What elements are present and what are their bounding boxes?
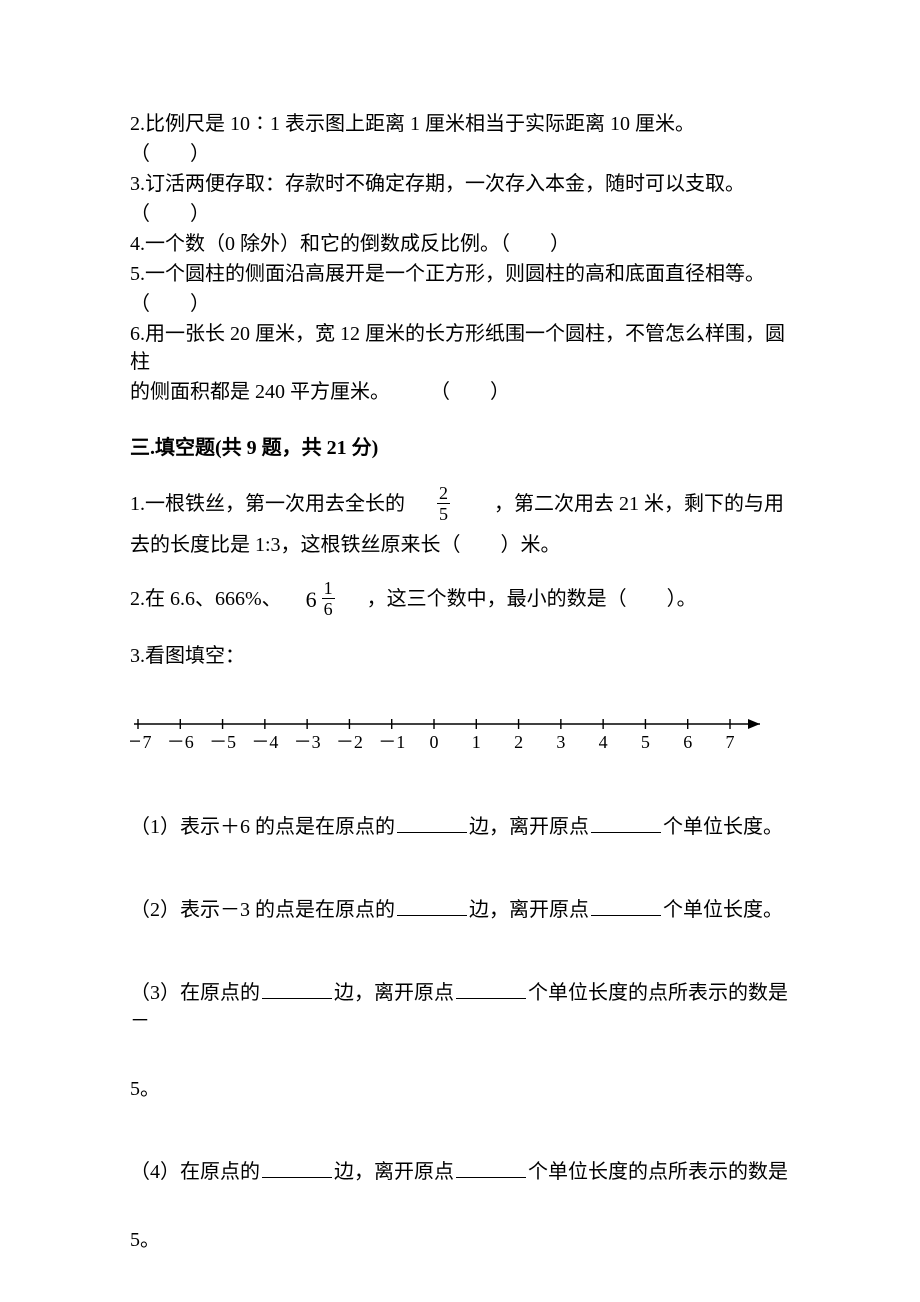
tf-q5: 5.一个圆柱的侧面沿高展开是一个正方形，则圆柱的高和底面直径相等。 xyxy=(130,260,800,288)
tf-q5-paren: （ ） xyxy=(130,290,800,318)
blank-field[interactable] xyxy=(591,812,661,833)
blank-field[interactable] xyxy=(591,895,661,916)
blank-field[interactable] xyxy=(262,978,332,999)
fill-q1-part-c: 去的长度比是 1:3，这根铁丝原来长（ ）米。 xyxy=(130,531,800,559)
page: 2.比例尺是 10∶1 表示图上距离 1 厘米相当于实际距离 10 厘米。 （ … xyxy=(0,0,920,1302)
svg-text:－5: －5 xyxy=(209,732,236,752)
tf-q3: 3.订活两便存取：存款时不确定存期，一次存入本金，随时可以支取。 xyxy=(130,170,800,198)
sub2-a: （2）表示－3 的点是在原点的 xyxy=(130,899,395,921)
sub3-a: （3）在原点的 xyxy=(130,982,260,1004)
number-line-svg: －7 －6 －5 －4 －3 －2 －1 0 1 2 3 4 5 6 7 xyxy=(130,704,770,758)
svg-text:－3: －3 xyxy=(294,732,321,752)
fill-q3-sub4: （4）在原点的 边，离开原点 个单位长度的点所表示的数是 xyxy=(130,1157,800,1186)
mixed-number-6-1-6: 6 1 6 xyxy=(306,581,339,620)
sub1-c: 个单位长度。 xyxy=(663,816,783,838)
fill-q1-part-a: 1.一根铁丝，第一次用去全长的 xyxy=(130,493,405,515)
number-line: －7 －6 －5 －4 －3 －2 －1 0 1 2 3 4 5 6 7 xyxy=(130,704,800,766)
fill-q3-sub2: （2）表示－3 的点是在原点的 边，离开原点 个单位长度。 xyxy=(130,895,800,924)
sub4-c: 个单位长度的点所表示的数是 xyxy=(528,1161,788,1183)
svg-text:－7: －7 xyxy=(130,732,152,752)
sub4-b: 边，离开原点 xyxy=(334,1161,454,1183)
section-3-title: 三.填空题(共 9 题，共 21 分) xyxy=(130,434,800,462)
fraction-2-5: 2 5 xyxy=(437,484,450,523)
blank-field[interactable] xyxy=(397,895,467,916)
sub3-b: 边，离开原点 xyxy=(334,982,454,1004)
fill-q1-part-b: ，第二次用去 21 米，剩下的与用 xyxy=(494,493,784,515)
blank-field[interactable] xyxy=(397,812,467,833)
mixed-denominator: 6 xyxy=(322,599,335,618)
sub4-a: （4）在原点的 xyxy=(130,1161,260,1183)
fill-q2-part-b: ，这三个数中，最小的数是（ ）。 xyxy=(367,588,697,610)
sub2-b: 边，离开原点 xyxy=(469,899,589,921)
blank-field[interactable] xyxy=(456,1157,526,1178)
tf-q6-line2: 的侧面积都是 240 平方厘米。 （ ） xyxy=(130,378,800,406)
svg-text:1: 1 xyxy=(472,732,481,752)
tf-q2: 2.比例尺是 10∶1 表示图上距离 1 厘米相当于实际距离 10 厘米。 xyxy=(130,110,800,138)
svg-text:－6: －6 xyxy=(167,732,194,752)
svg-text:－2: －2 xyxy=(336,732,363,752)
blank-field[interactable] xyxy=(262,1157,332,1178)
sub2-c: 个单位长度。 xyxy=(663,899,783,921)
svg-text:－1: －1 xyxy=(378,732,405,752)
fill-q3-sub1: （1）表示＋6 的点是在原点的 边，离开原点 个单位长度。 xyxy=(130,812,800,841)
fill-q3-sub3-tail: 5。 xyxy=(130,1075,800,1103)
mixed-whole: 6 xyxy=(306,585,317,616)
sub1-a: （1）表示＋6 的点是在原点的 xyxy=(130,816,395,838)
tf-q3-paren: （ ） xyxy=(130,200,800,228)
sub1-b: 边，离开原点 xyxy=(469,816,589,838)
fraction-numerator: 2 xyxy=(437,484,450,504)
fill-q3-sub3: （3）在原点的边，离开原点个单位长度的点所表示的数是－ xyxy=(130,978,800,1035)
fraction-denominator: 5 xyxy=(437,504,450,523)
mixed-numerator: 1 xyxy=(322,579,335,599)
svg-text:3: 3 xyxy=(556,732,565,752)
fill-q2: 2.在 6.6、666%、 6 1 6 ，这三个数中，最小的数是（ ）。 xyxy=(130,581,800,620)
svg-text:6: 6 xyxy=(683,732,692,752)
svg-text:5: 5 xyxy=(641,732,650,752)
tf-q6-line1: 6.用一张长 20 厘米，宽 12 厘米的长方形纸围一个圆柱，不管怎么样围，圆柱 xyxy=(130,320,800,376)
svg-text:2: 2 xyxy=(514,732,523,752)
svg-text:7: 7 xyxy=(726,732,735,752)
svg-text:0: 0 xyxy=(430,732,439,752)
svg-text:4: 4 xyxy=(599,732,608,752)
fill-q3-label: 3.看图填空： xyxy=(130,642,800,670)
fill-q3-sub4-tail: 5。 xyxy=(130,1226,800,1254)
tf-q2-paren: （ ） xyxy=(130,140,800,168)
blank-field[interactable] xyxy=(456,978,526,999)
fill-q1: 1.一根铁丝，第一次用去全长的 2 5 ，第二次用去 21 米，剩下的与用 去的… xyxy=(130,486,800,559)
fill-q2-part-a: 2.在 6.6、666%、 xyxy=(130,588,282,610)
mixed-fraction: 1 6 xyxy=(322,579,335,618)
tf-q4: 4.一个数（0 除外）和它的倒数成反比例。（ ） xyxy=(130,230,800,258)
svg-text:－4: －4 xyxy=(251,732,278,752)
